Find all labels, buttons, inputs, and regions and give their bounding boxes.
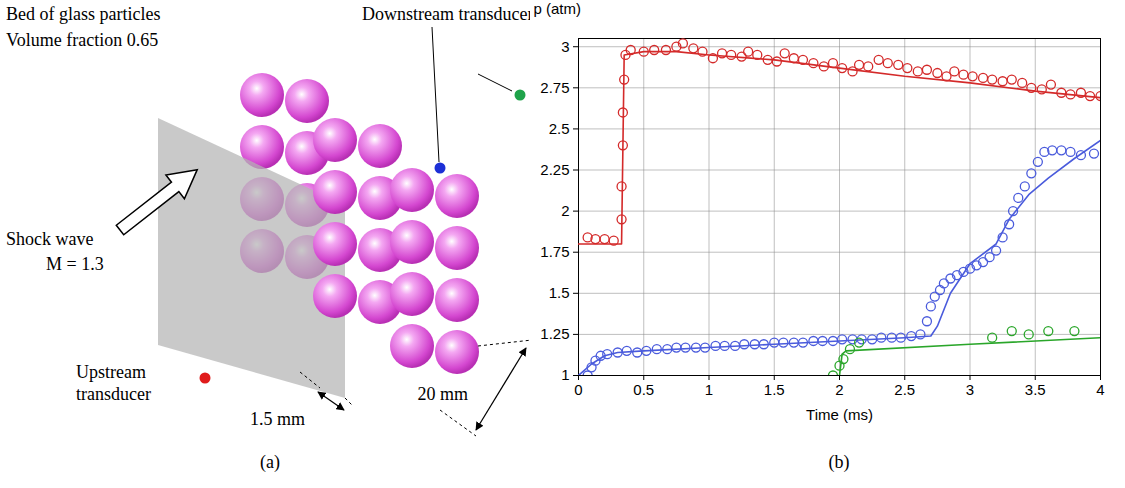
svg-text:Upstream: Upstream [76,362,146,382]
svg-text:2.25: 2.25 [540,161,569,178]
svg-text:1.5 mm: 1.5 mm [250,409,305,429]
svg-text:20 mm: 20 mm [417,384,468,404]
html-text:(a): (a) [260,452,280,472]
svg-text:3.5: 3.5 [1025,381,1046,398]
svg-text:2: 2 [835,381,843,398]
svg-text:2.5: 2.5 [894,381,915,398]
svg-text:3: 3 [561,38,569,55]
svg-text:p (atm): p (atm) [534,0,582,17]
svg-text:0.5: 0.5 [633,381,654,398]
svg-text:transducer: transducer [76,384,151,404]
svg-text:2: 2 [561,202,569,219]
svg-text:M = 1.3: M = 1.3 [46,254,104,274]
svg-text:3: 3 [966,381,974,398]
svg-text:Bed of glass particles: Bed of glass particles [6,4,160,24]
svg-text:1.25: 1.25 [540,325,569,342]
svg-text:4: 4 [1096,381,1104,398]
svg-text:Downstream transducers: Downstream transducers [362,4,540,24]
svg-text:1.5: 1.5 [764,381,785,398]
svg-text:Shock wave: Shock wave [6,229,93,249]
svg-text:2.5: 2.5 [549,120,570,137]
svg-text:1.5: 1.5 [549,284,570,301]
svg-text:0: 0 [574,381,582,398]
svg-text:1.75: 1.75 [540,243,569,260]
svg-text:1: 1 [561,366,569,383]
svg-text:2.75: 2.75 [540,79,569,96]
html-text:(b): (b) [828,452,850,472]
svg-text:Volume fraction 0.65: Volume fraction 0.65 [6,30,158,50]
svg-text:1: 1 [705,381,713,398]
svg-text:Time (ms): Time (ms) [806,406,873,423]
